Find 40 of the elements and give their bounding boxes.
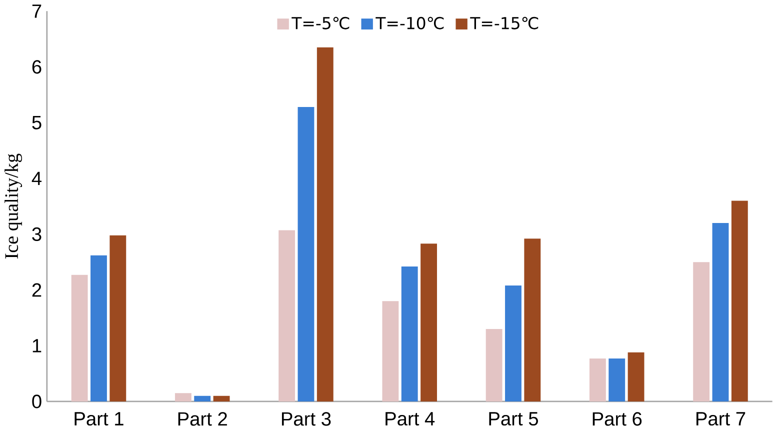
y-tick-label: 6 xyxy=(32,60,42,74)
legend-label: T=-15℃ xyxy=(470,16,538,30)
bar xyxy=(524,238,541,402)
legend-label: T=-10℃ xyxy=(376,16,444,30)
bar xyxy=(731,200,748,402)
bar xyxy=(628,352,644,402)
y-tick-label: 0 xyxy=(32,394,42,408)
bar xyxy=(298,106,314,402)
legend-label: T=-5℃ xyxy=(292,16,350,30)
bar xyxy=(194,396,211,402)
x-tick-label: Part 2 xyxy=(178,412,227,426)
bar xyxy=(712,222,729,402)
bar xyxy=(608,358,626,402)
x-tick-label: Part 4 xyxy=(386,412,435,426)
bar xyxy=(174,392,192,402)
bar xyxy=(71,274,88,402)
x-tick-label: Part 6 xyxy=(592,412,642,426)
y-tick-label: 2 xyxy=(32,283,42,297)
bar xyxy=(382,300,399,402)
y-tick-label: 5 xyxy=(32,116,42,130)
bar xyxy=(420,244,437,402)
y-tick-label: 1 xyxy=(32,338,42,352)
y-tick-label: 7 xyxy=(32,4,42,18)
y-tick-label: 3 xyxy=(32,227,42,241)
bar xyxy=(213,396,230,402)
y-tick-label: 4 xyxy=(32,172,42,185)
x-tick-label: Part 7 xyxy=(696,412,746,426)
bar xyxy=(316,47,334,402)
bar xyxy=(278,230,296,402)
bar xyxy=(589,358,606,402)
x-tick-label: Part 3 xyxy=(282,412,331,426)
bar xyxy=(401,266,418,402)
x-tick-label: Part 1 xyxy=(74,412,124,426)
y-axis-title: Ice quality/kg xyxy=(4,154,22,258)
x-tick-label: Part 5 xyxy=(489,412,538,426)
bar xyxy=(110,235,126,402)
bar xyxy=(693,262,710,402)
bar xyxy=(486,328,502,402)
bar xyxy=(90,255,107,402)
bar xyxy=(505,285,522,402)
